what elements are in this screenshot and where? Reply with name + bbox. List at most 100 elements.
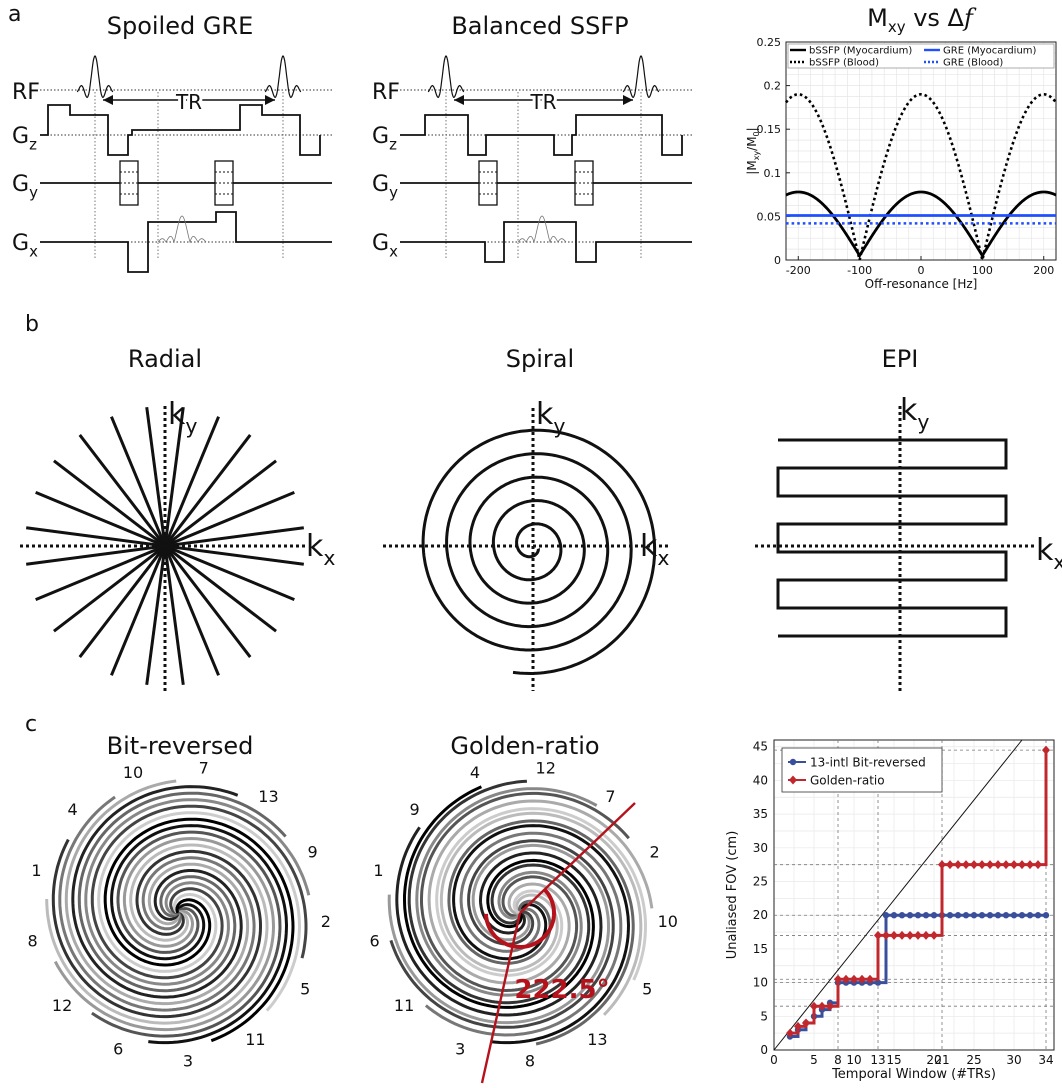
bitrev-interleave-5 bbox=[51, 838, 262, 1019]
chart2-point-1-13 bbox=[890, 930, 898, 940]
bitrev-interleave-10 bbox=[84, 798, 311, 986]
chart2-point-0-18 bbox=[930, 912, 938, 919]
bitrev-label-5: 5 bbox=[300, 980, 310, 999]
epi-kspace-diagram: ky kx bbox=[755, 393, 1062, 691]
golden-label-1: 1 bbox=[373, 861, 383, 880]
golden-interleave-4 bbox=[439, 811, 643, 1016]
balanced-ssfp-sequence-diagram: RF Gz Gy Gx TR bbox=[372, 55, 692, 263]
spoiled-gre-label-rf: RF bbox=[12, 80, 40, 105]
chart1-ytick-label: 0.2 bbox=[764, 80, 782, 93]
panel-letter-c: c bbox=[25, 712, 38, 737]
chart2-ytick-label: 10 bbox=[753, 976, 768, 990]
balanced-ssfp-echo-signal bbox=[517, 215, 567, 244]
chart1-xtick-label: -200 bbox=[786, 264, 811, 277]
chart2-legend-marker-1 bbox=[789, 775, 797, 785]
chart1-legend-label-0: bSSFP (Myocardium) bbox=[809, 46, 912, 57]
chart1-ytick-label: 0.05 bbox=[757, 210, 782, 223]
golden-label-12: 12 bbox=[536, 758, 556, 777]
chart2-point-0-31 bbox=[1034, 912, 1042, 919]
bitrev-label-4: 4 bbox=[68, 800, 78, 819]
chart2-xtick-label: 20 bbox=[926, 1053, 941, 1067]
spoiled-gre-tr-arrowhead-right bbox=[265, 95, 275, 105]
chart2-point-1-31 bbox=[1034, 860, 1042, 870]
bitrev-interleave-8 bbox=[71, 785, 243, 999]
spoiled-gre-rf-pulse-2 bbox=[264, 55, 302, 99]
spoiled-gre-echo-signal bbox=[157, 215, 207, 244]
chart2-point-0-30 bbox=[1026, 912, 1034, 919]
chart2-point-1-9 bbox=[858, 974, 866, 984]
chart2-ytick-label: 5 bbox=[760, 1009, 768, 1023]
spoiled-gre-gx-waveform bbox=[40, 211, 332, 273]
title-spiral: Spiral bbox=[505, 345, 575, 373]
balanced-ssfp-gx-waveform bbox=[400, 221, 692, 263]
chart2-point-0-28 bbox=[1010, 912, 1018, 919]
chart2-point-1-24 bbox=[978, 860, 986, 870]
bitrev-interleave-9 bbox=[77, 791, 287, 993]
bitrev-interleave-1 bbox=[110, 824, 289, 1045]
balanced-ssfp-label-rf: RF bbox=[372, 80, 400, 105]
chart1-legend-label-1: bSSFP (Blood) bbox=[809, 58, 879, 69]
chart2-point-0-13 bbox=[890, 912, 898, 919]
chart2-point-1-20 bbox=[946, 860, 954, 870]
chart1-legend-label-2: GRE (Myocardium) bbox=[943, 46, 1037, 57]
chart2-point-1-14 bbox=[898, 930, 906, 940]
radial-ky-label: ky bbox=[168, 397, 197, 438]
golden-interleave-6 bbox=[424, 831, 623, 1037]
chart-mxy-title-f: f bbox=[963, 4, 973, 32]
golden-label-10: 10 bbox=[658, 912, 678, 931]
spoiled-gre-label-gz: Gz bbox=[12, 124, 37, 154]
chart1-ytick-label: 0.25 bbox=[757, 36, 782, 49]
chart1-ytick-label: 0 bbox=[774, 254, 781, 267]
chart2-ytick-label: 35 bbox=[753, 807, 768, 821]
bitrev-label-10: 10 bbox=[123, 763, 143, 782]
chart1-xtick-label: 100 bbox=[972, 264, 993, 277]
golden-interleave-10 bbox=[415, 787, 598, 997]
chart2-point-1-23 bbox=[970, 860, 978, 870]
chart1-xlabel: Off-resonance [Hz] bbox=[865, 277, 978, 291]
spiral-kx-label: kx bbox=[640, 529, 669, 570]
chart2-point-1-19 bbox=[938, 860, 946, 870]
chart2-point-1-2 bbox=[802, 1018, 810, 1028]
bitrev-label-8: 8 bbox=[28, 932, 38, 951]
chart2-point-0-12 bbox=[882, 912, 890, 919]
epi-kx-label: kx bbox=[1036, 533, 1062, 574]
golden-interleave-13 bbox=[403, 785, 595, 1009]
panel-letter-a: a bbox=[8, 2, 22, 27]
chart2-point-1-3 bbox=[810, 1001, 818, 1011]
spoiled-gre-sequence-diagram: RF Gz Gy Gx TR bbox=[12, 55, 332, 273]
chart2-ytick-label: 0 bbox=[760, 1043, 768, 1057]
chart2-point-0-27 bbox=[1002, 912, 1010, 919]
spoiled-gre-label-gx: Gx bbox=[12, 231, 38, 261]
golden-interleave-9 bbox=[447, 819, 635, 1046]
chart2-ytick-label: 40 bbox=[753, 773, 768, 787]
golden-label-4: 4 bbox=[470, 763, 480, 782]
golden-angle-label: 222.5° bbox=[514, 975, 609, 1005]
chart2-series-line-0 bbox=[790, 913, 1046, 1039]
chart1-ytick-label: 0.15 bbox=[757, 123, 782, 136]
bitrev-interleave-11 bbox=[90, 804, 308, 980]
balanced-ssfp-rf-pulse-1 bbox=[427, 55, 465, 99]
chart2-series-line-1 bbox=[790, 750, 1048, 1035]
title-bit-reversed: Bit-reversed bbox=[106, 732, 254, 760]
chart-mxy-title-sub: xy bbox=[887, 17, 906, 36]
chart-mxy-title: Mxy vs Δf bbox=[795, 4, 1045, 36]
golden-red-line-1 bbox=[519, 802, 636, 914]
chart2-point-0-24 bbox=[978, 912, 986, 919]
golden-label-9: 9 bbox=[410, 800, 420, 819]
balanced-ssfp-label-gy: Gy bbox=[372, 172, 398, 202]
chart2-point-0-25 bbox=[986, 912, 994, 919]
chart2-xtick-label: 30 bbox=[1006, 1053, 1021, 1067]
chart2-point-0-16 bbox=[914, 912, 922, 919]
chart1-ytick-label: 0.1 bbox=[764, 167, 782, 180]
chart2-point-1-12 bbox=[882, 930, 890, 940]
chart2-point-0-22 bbox=[962, 912, 970, 919]
chart2-point-1-22 bbox=[962, 860, 970, 870]
bitrev-label-9: 9 bbox=[307, 842, 317, 861]
title-radial: Radial bbox=[127, 345, 203, 373]
balanced-ssfp-tr-arrowhead-right bbox=[623, 95, 633, 105]
bitrev-interleave-7 bbox=[64, 779, 250, 1006]
chart2-xtick-label: 13 bbox=[870, 1053, 885, 1067]
golden-interleave-1 bbox=[452, 824, 631, 1045]
chart2-point-1-29 bbox=[1018, 860, 1026, 870]
chart2-reference-line bbox=[773, 739, 1023, 1051]
